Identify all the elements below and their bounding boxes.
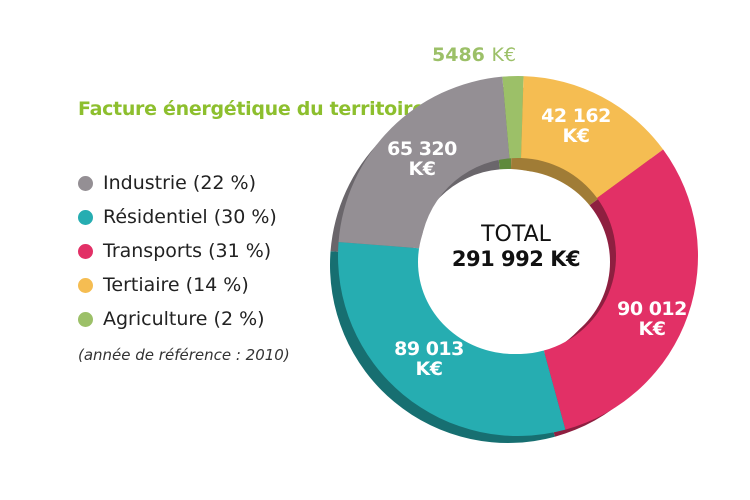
legend-item-tertiaire: Tertiaire (14 %) (78, 268, 277, 302)
data-label-transports: 90 012 K€ (617, 298, 687, 340)
donut-slice-tertiaire (521, 76, 664, 199)
legend-dot (78, 277, 93, 293)
reference-year-note: (année de référence : 2010) (78, 346, 290, 364)
legend-label: Transports (31 %) (103, 240, 272, 262)
donut-hole (418, 170, 610, 354)
total-value: 291 992 K€ (451, 247, 581, 271)
donut-slice-agriculture (502, 76, 524, 159)
data-label-residentiel: 89 013 K€ (394, 338, 464, 380)
total-label: TOTAL (481, 222, 551, 247)
legend-dot (78, 243, 93, 259)
legend-dot (78, 175, 93, 191)
legend-item-industrie: Industrie (22 %) (78, 166, 277, 200)
legend-dot (78, 209, 93, 225)
legend-label: Industrie (22 %) (103, 172, 257, 194)
data-label-industrie: 65 320 K€ (387, 138, 457, 180)
legend-dot (78, 311, 93, 327)
legend-item-agriculture: Agriculture (2 %) (78, 302, 277, 336)
legend-label: Résidentiel (30 %) (103, 206, 277, 228)
legend-item-transports: Transports (31 %) (78, 234, 277, 268)
donut-slice-transports (543, 149, 698, 430)
data-label-agriculture: 5486 K€ (432, 44, 517, 66)
donut-slice-residentiel (338, 241, 566, 436)
total-block: TOTAL 291 992 K€ (436, 222, 596, 271)
donut-slice-industrie (338, 76, 510, 249)
legend-label: Tertiaire (14 %) (103, 274, 249, 296)
legend: Industrie (22 %) Résidentiel (30 %) Tran… (78, 166, 277, 336)
legend-item-residentiel: Résidentiel (30 %) (78, 200, 277, 234)
legend-label: Agriculture (2 %) (103, 308, 265, 330)
data-label-tertiaire: 42 162 K€ (541, 105, 611, 147)
